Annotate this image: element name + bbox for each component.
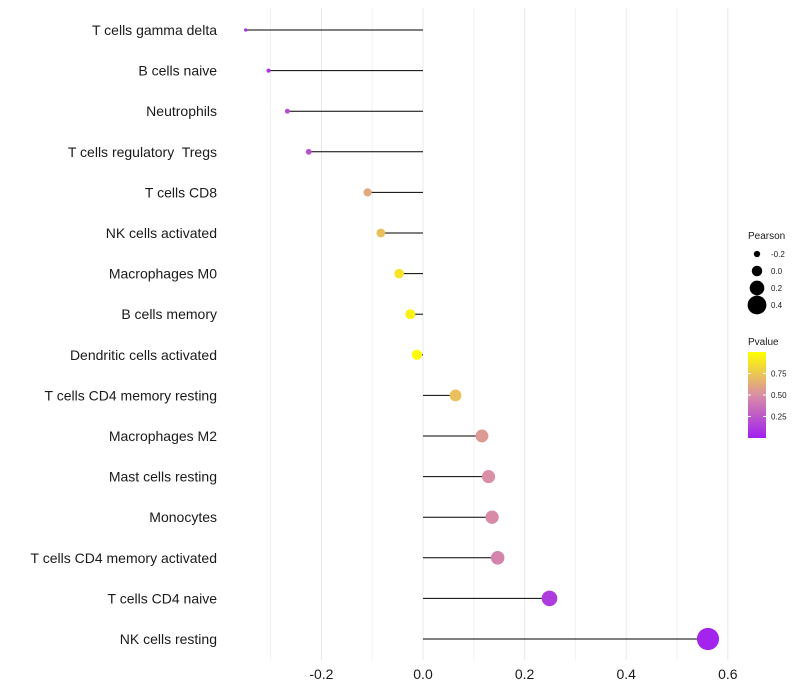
size-legend-key	[751, 265, 763, 277]
category-label: B cells memory	[121, 306, 217, 322]
size-legend: Pearson -0.2 0.0 0.2 0.4	[747, 231, 785, 315]
size-legend-title: Pearson	[748, 231, 785, 242]
lollipop-point	[394, 268, 404, 279]
category-labels: T cells gamma delta B cells naive Neutroph…	[31, 22, 218, 647]
color-legend-bar	[748, 352, 766, 438]
category-label: Macrophages M2	[109, 428, 217, 444]
x-tick-label: 0.4	[616, 666, 636, 682]
size-legend-key	[749, 280, 765, 296]
category-label: T cells CD8	[145, 184, 217, 200]
size-legend-label: -0.2	[771, 250, 785, 259]
color-legend-label: 0.25	[771, 413, 787, 422]
lollipop-point	[244, 28, 248, 32]
category-label: T cells regulatory Tregs	[68, 144, 217, 160]
x-tick-label: 0.2	[515, 666, 535, 682]
category-label: T cells CD4 naive	[108, 590, 218, 606]
category-label: T cells CD4 memory activated	[31, 550, 217, 566]
lollipop-point	[541, 590, 558, 607]
size-legend-label: 0.4	[771, 301, 783, 310]
lollipop-point	[411, 349, 423, 360]
size-legend-label: 0.0	[771, 267, 783, 276]
lollipop-point	[449, 389, 462, 402]
color-legend-title: Pvalue	[748, 337, 779, 348]
lollipop-point	[266, 68, 271, 73]
category-label: Mast cells resting	[109, 469, 217, 485]
lollipop-point	[475, 429, 489, 443]
lollipop-point	[490, 551, 505, 565]
lollipop-point	[305, 148, 312, 155]
category-label: NK cells resting	[120, 631, 217, 647]
lollipop-point	[485, 510, 499, 524]
lollipop-point	[363, 188, 372, 197]
lollipop-point	[284, 108, 290, 114]
size-legend-label: 0.2	[771, 284, 783, 293]
color-legend-label: 0.75	[771, 370, 787, 379]
category-label: T cells gamma delta	[92, 22, 217, 38]
lollipop-point	[405, 309, 416, 320]
lollipop-points	[244, 28, 720, 651]
lollipop-stems	[245, 29, 708, 640]
color-legend: Pvalue 0.75 0.50 0.25	[748, 337, 787, 438]
size-legend-key	[747, 295, 767, 315]
x-tick-label: 0.6	[718, 666, 738, 682]
category-label: Dendritic cells activated	[70, 347, 217, 363]
lollipop-point	[481, 470, 496, 484]
x-tick-label: 0.0	[413, 666, 433, 682]
size-legend-key	[753, 250, 761, 258]
category-label: Monocytes	[149, 509, 217, 525]
x-axis-tick-labels: -0.2 0.0 0.2 0.4 0.6	[309, 666, 737, 682]
color-legend-label: 0.50	[771, 391, 787, 400]
lollipop-point	[696, 627, 720, 651]
grid-lines	[270, 8, 729, 660]
lollipop-point	[376, 228, 386, 238]
category-label: Neutrophils	[146, 103, 217, 119]
category-label: NK cells activated	[106, 225, 217, 241]
x-tick-label: -0.2	[309, 666, 333, 682]
category-label: T cells CD4 memory resting	[45, 387, 217, 403]
category-label: B cells naive	[138, 63, 217, 79]
category-label: Macrophages M0	[109, 266, 217, 282]
